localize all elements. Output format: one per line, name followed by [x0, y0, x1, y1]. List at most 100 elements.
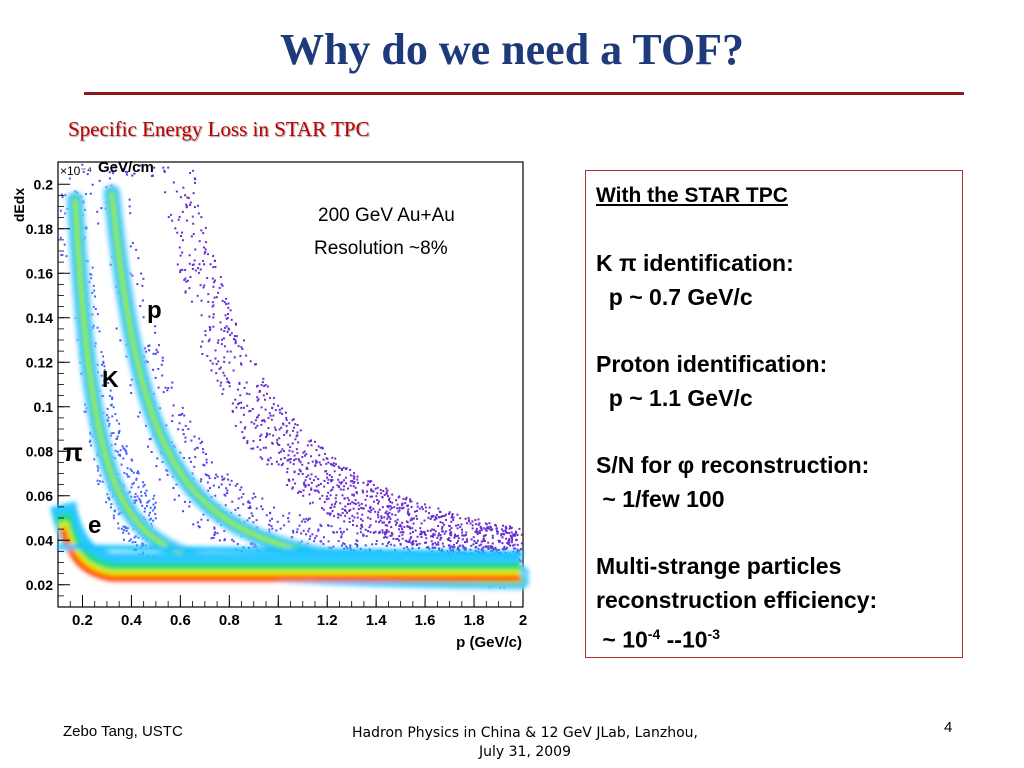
scatter-point: [439, 515, 442, 518]
scatter-point: [223, 330, 226, 333]
scatter-point: [163, 170, 166, 173]
scatter-point: [163, 169, 166, 172]
scatter-point: [270, 418, 273, 421]
scatter-point: [252, 546, 255, 549]
scatter-point: [504, 529, 507, 532]
scatter-point: [148, 438, 151, 441]
scatter-point: [239, 421, 242, 424]
scatter-point: [360, 524, 363, 527]
scatter-point: [215, 372, 218, 375]
scatter-point: [167, 387, 170, 390]
scatter-point: [271, 527, 274, 530]
scatter-point: [154, 376, 157, 379]
scatter-point: [167, 216, 170, 219]
scatter-point: [342, 542, 345, 545]
scatter-point: [352, 507, 355, 510]
scatter-point: [125, 173, 128, 176]
scatter-point: [267, 427, 270, 430]
scatter-point: [256, 396, 259, 399]
scatter-point: [130, 469, 133, 472]
scatter-point: [303, 484, 306, 487]
scatter-point: [443, 532, 446, 535]
scatter-point: [282, 514, 285, 517]
scatter-point: [346, 528, 349, 531]
scatter-point: [423, 519, 426, 522]
scatter-point: [450, 516, 453, 519]
scatter-point: [181, 251, 184, 254]
scatter-point: [141, 284, 144, 287]
scatter-point: [399, 543, 402, 546]
scatter-point: [474, 530, 477, 533]
scatter-point: [491, 542, 494, 545]
scatter-point: [440, 536, 443, 539]
scatter-point: [356, 532, 359, 535]
scatter-point: [144, 544, 147, 547]
scatter-point: [423, 503, 426, 506]
scatter-point: [209, 263, 212, 266]
scatter-point: [456, 527, 459, 530]
scatter-point: [329, 463, 332, 466]
scatter-point: [346, 547, 349, 550]
scatter-point: [223, 493, 226, 496]
scatter-point: [238, 382, 241, 385]
scatter-point: [109, 404, 112, 407]
scatter-point: [420, 536, 423, 539]
scatter-point: [225, 303, 228, 306]
scatter-point: [150, 450, 153, 453]
scatter-point: [212, 484, 215, 487]
scatter-point: [212, 285, 215, 288]
scatter-point: [386, 505, 389, 508]
scatter-point: [325, 498, 328, 501]
scatter-point: [408, 526, 411, 529]
scatter-point: [184, 277, 187, 280]
scatter-point: [367, 483, 370, 486]
scatter-point: [161, 356, 164, 359]
scatter-point: [283, 524, 286, 527]
scatter-point: [302, 518, 305, 521]
scatter-point: [339, 488, 342, 491]
scatter-point: [279, 411, 282, 414]
scatter-point: [479, 525, 482, 528]
scatter-point: [314, 464, 317, 467]
scatter-point: [305, 517, 308, 520]
scatter-point: [252, 447, 255, 450]
scatter-point: [485, 527, 488, 530]
scatter-point: [280, 458, 283, 461]
scatter-point: [385, 528, 388, 531]
scatter-point: [118, 422, 121, 425]
scatter-point: [346, 511, 349, 514]
scatter-point: [450, 520, 453, 523]
scatter-point: [108, 394, 111, 397]
scatter-point: [334, 463, 337, 466]
scatter-point: [293, 471, 296, 474]
scatter-point: [390, 531, 393, 534]
scatter-point: [200, 216, 203, 219]
scatter-point: [122, 457, 125, 460]
scatter-point: [371, 490, 374, 493]
scatter-point: [190, 439, 193, 442]
scatter-point: [103, 369, 106, 372]
scatter-point: [278, 443, 281, 446]
scatter-point: [129, 212, 132, 215]
scatter-point: [236, 482, 239, 485]
scatter-point: [131, 274, 134, 277]
scatter-point: [266, 434, 269, 437]
scatter-point: [195, 446, 198, 449]
scatter-point: [302, 494, 305, 497]
scatter-point: [386, 542, 389, 545]
scatter-point: [101, 384, 104, 387]
scatter-point: [90, 273, 93, 276]
scatter-point: [204, 250, 207, 253]
scatter-point: [275, 529, 278, 532]
scatter-point: [184, 440, 187, 443]
scatter-point: [213, 259, 216, 262]
scatter-point: [353, 472, 356, 475]
scatter-point: [91, 291, 94, 294]
scatter-point: [515, 532, 518, 535]
scatter-point: [403, 547, 406, 550]
x-tick-label: 1: [274, 612, 282, 629]
scatter-point: [113, 509, 116, 512]
scatter-point: [142, 551, 145, 554]
scatter-point: [502, 547, 505, 550]
kaon-band-label: K: [102, 366, 119, 392]
